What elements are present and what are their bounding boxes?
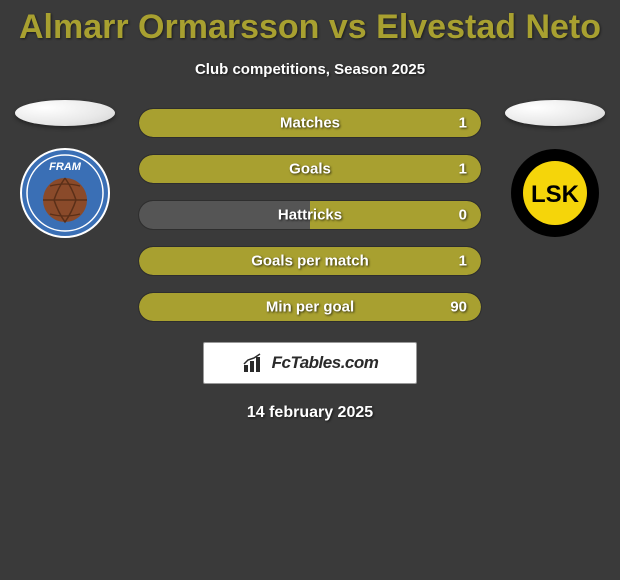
svg-text:FRAM: FRAM [49, 161, 82, 173]
stat-value-right: 1 [459, 161, 467, 178]
brand-badge: FcTables.com [203, 342, 417, 384]
left-club-logo: FRAM [20, 148, 110, 243]
chart-icon [242, 352, 266, 374]
stat-value-right: 90 [450, 299, 467, 316]
stat-label: Goals [289, 161, 331, 178]
stat-label: Hattricks [278, 207, 342, 224]
stats-area: FRAM LSK Ma [0, 108, 620, 328]
page-title: Almarr Ormarsson vs Elvestad Neto [0, 0, 620, 47]
stat-value-right: 1 [459, 253, 467, 270]
player-oval-left [15, 100, 115, 126]
right-club-logo: LSK [510, 148, 600, 243]
stat-label: Matches [280, 115, 340, 132]
stat-row-mpg: Min per goal 90 [138, 292, 482, 322]
stat-value-right: 0 [459, 207, 467, 224]
brand-text: FcTables.com [272, 353, 379, 373]
stat-row-gpm: Goals per match 1 [138, 246, 482, 276]
stat-label: Min per goal [266, 299, 354, 316]
stat-value-right: 1 [459, 115, 467, 132]
stat-row-goals: Goals 1 [138, 154, 482, 184]
fram-badge-icon: FRAM [20, 148, 110, 238]
stat-row-matches: Matches 1 [138, 108, 482, 138]
player-oval-right [505, 100, 605, 126]
stat-row-hattricks: Hattricks 0 [138, 200, 482, 230]
date-text: 14 february 2025 [0, 404, 620, 422]
lsk-badge-icon: LSK [510, 148, 600, 238]
comparison-infographic: Almarr Ormarsson vs Elvestad Neto Club c… [0, 0, 620, 580]
svg-text:LSK: LSK [531, 181, 580, 208]
stat-label: Goals per match [251, 253, 369, 270]
left-player-column: FRAM [10, 100, 120, 243]
stat-bars: Matches 1 Goals 1 Hattricks 0 Goals per … [138, 108, 482, 338]
right-player-column: LSK [500, 100, 610, 243]
subtitle: Club competitions, Season 2025 [0, 61, 620, 78]
